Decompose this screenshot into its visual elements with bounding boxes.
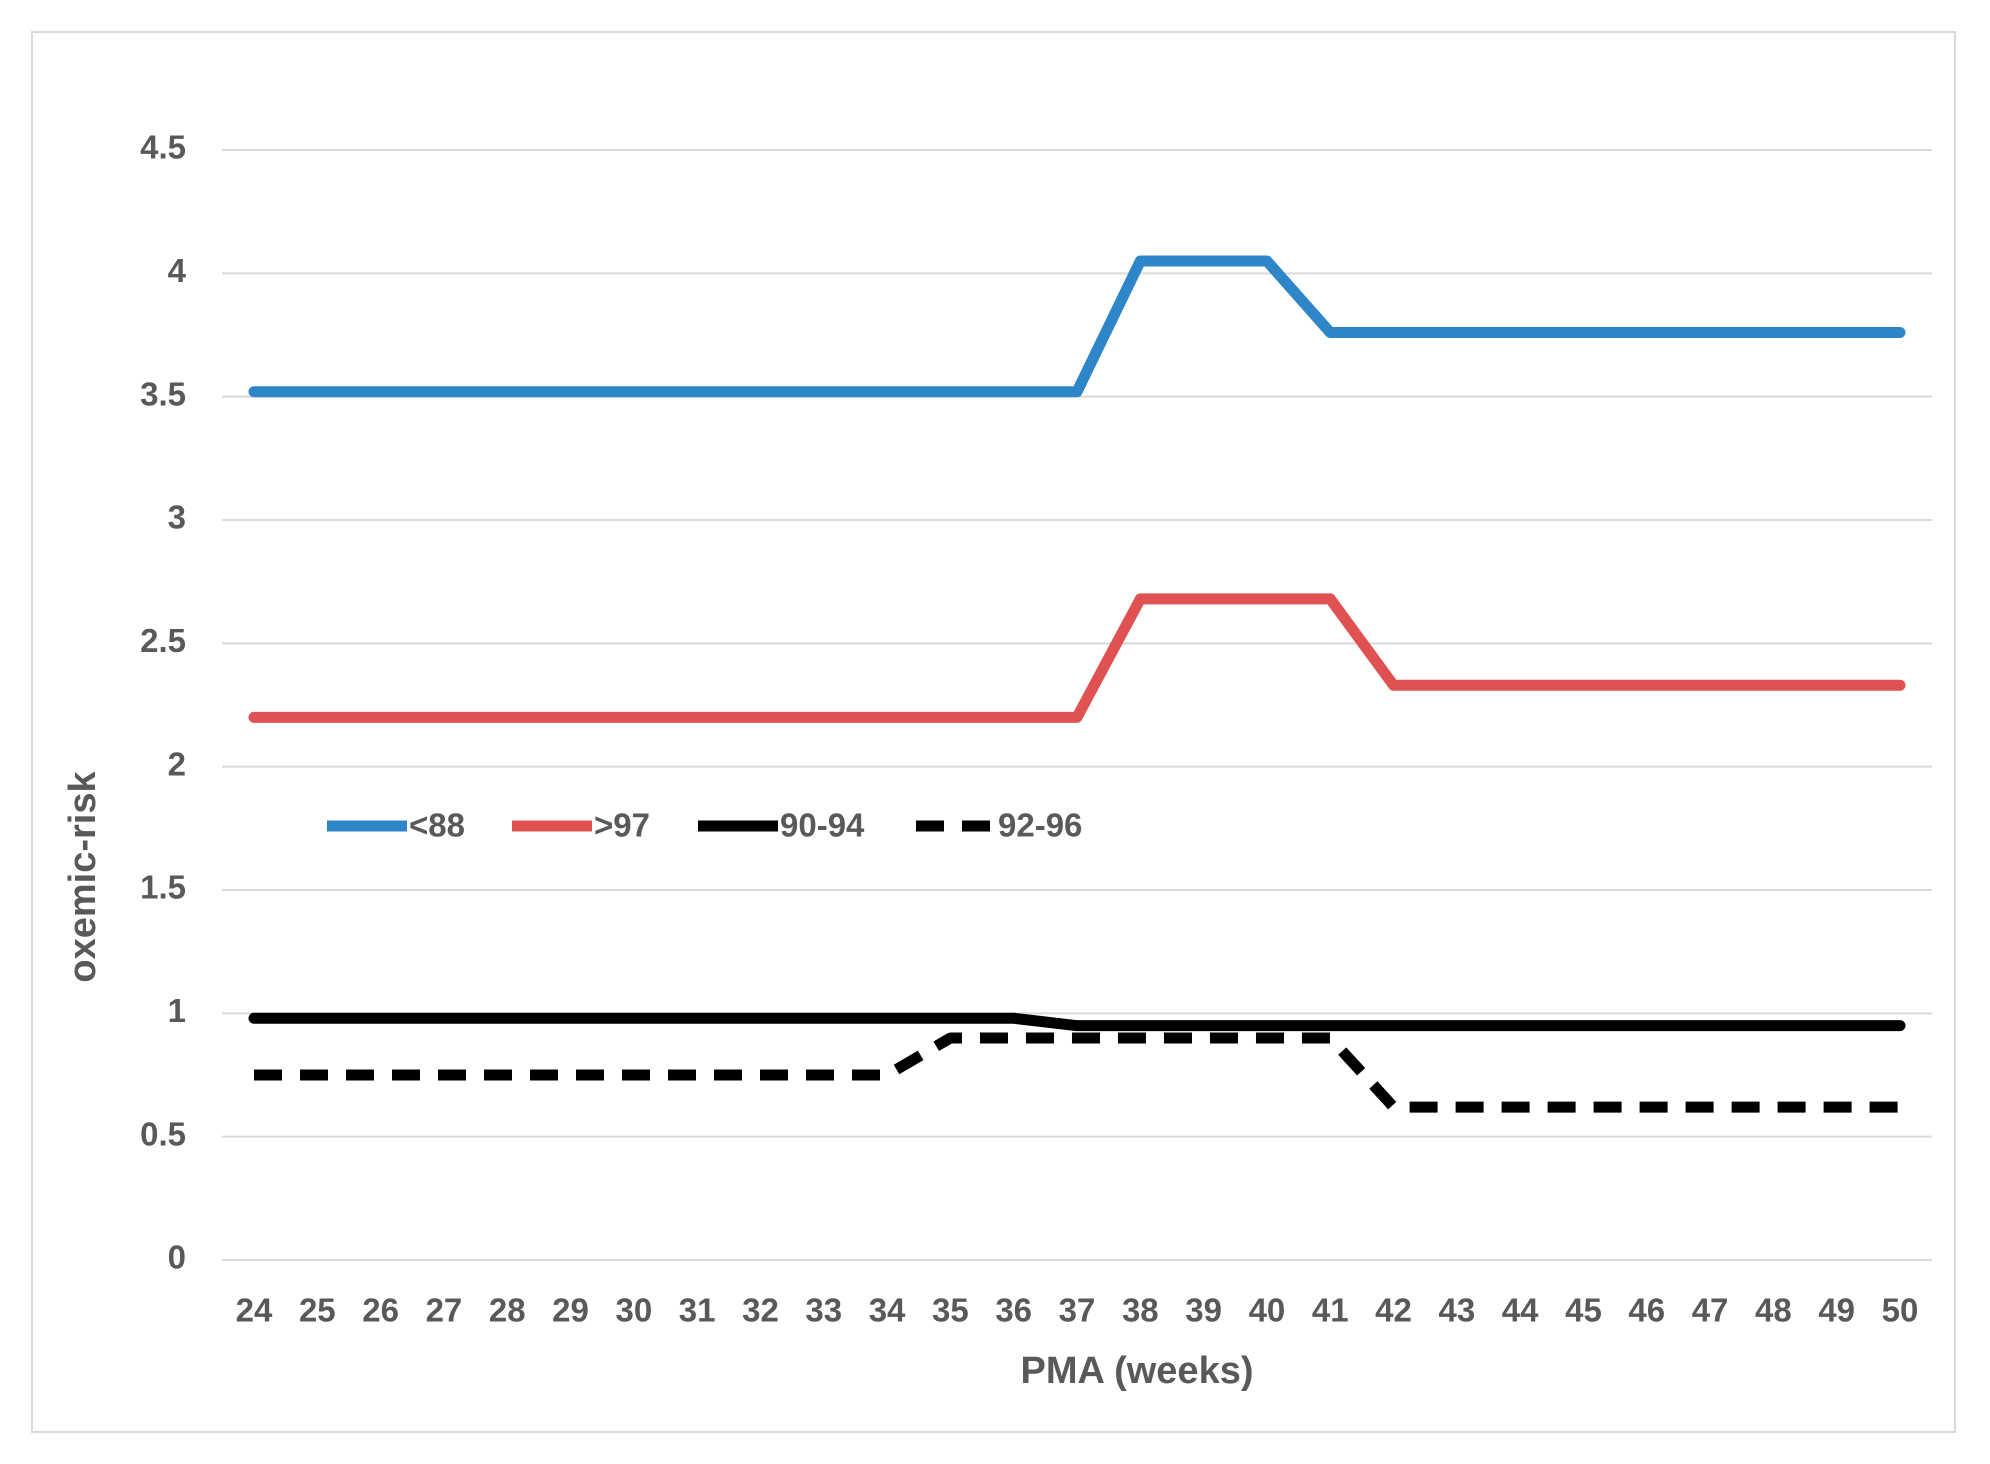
x-tick-label: 27 [426, 1292, 463, 1329]
y-tick-label: 0.5 [140, 1115, 186, 1152]
x-tick-label: 34 [869, 1292, 906, 1329]
x-tick-label: 37 [1059, 1292, 1096, 1329]
x-tick-label: 24 [236, 1292, 273, 1329]
y-tick-label: 1.5 [140, 869, 186, 906]
x-tick-label: 43 [1438, 1292, 1475, 1329]
x-tick-label: 40 [1249, 1292, 1286, 1329]
x-tick-label: 38 [1122, 1292, 1159, 1329]
chart-border [31, 31, 1956, 1433]
x-tick-label: 28 [489, 1292, 526, 1329]
legend-label: 90-94 [780, 807, 865, 844]
x-tick-label: 41 [1312, 1292, 1349, 1329]
y-tick-label: 3 [168, 499, 186, 536]
series-line [248, 593, 1906, 723]
x-tick-label: 30 [615, 1292, 652, 1329]
x-tick-label: 49 [1818, 1292, 1855, 1329]
series-line [248, 1012, 1906, 1032]
legend-label: <88 [409, 807, 465, 844]
legend-label: >97 [594, 807, 650, 844]
x-tick-label: 42 [1375, 1292, 1412, 1329]
x-tick-label: 36 [995, 1292, 1032, 1329]
y-axis-title: oxemic-risk [62, 771, 104, 983]
legend-label: 92-96 [998, 807, 1082, 844]
x-tick-label: 26 [362, 1292, 399, 1329]
y-tick-label: 4 [168, 252, 187, 289]
x-tick-label: 35 [932, 1292, 969, 1329]
x-tick-label: 39 [1185, 1292, 1222, 1329]
x-tick-label: 31 [679, 1292, 716, 1329]
x-tick-label: 25 [299, 1292, 336, 1329]
y-tick-label: 0 [168, 1239, 186, 1276]
x-tick-label: 46 [1628, 1292, 1665, 1329]
x-tick-label: 50 [1882, 1292, 1919, 1329]
x-tick-label: 45 [1565, 1292, 1602, 1329]
x-tick-label: 33 [805, 1292, 842, 1329]
x-tick-label: 48 [1755, 1292, 1792, 1329]
x-axis-title: PMA (weeks) [1021, 1350, 1254, 1392]
x-tick-label: 29 [552, 1292, 589, 1329]
series-line [254, 1032, 1900, 1113]
y-tick-label: 3.5 [140, 375, 186, 412]
y-tick-label: 1 [168, 992, 186, 1029]
x-tick-label: 32 [742, 1292, 779, 1329]
x-tick-label: 44 [1502, 1292, 1539, 1329]
y-tick-label: 4.5 [140, 129, 186, 166]
y-tick-label: 2 [168, 745, 186, 782]
x-tick-label: 47 [1692, 1292, 1729, 1329]
y-tick-label: 2.5 [140, 622, 186, 659]
series-line [248, 255, 1906, 398]
